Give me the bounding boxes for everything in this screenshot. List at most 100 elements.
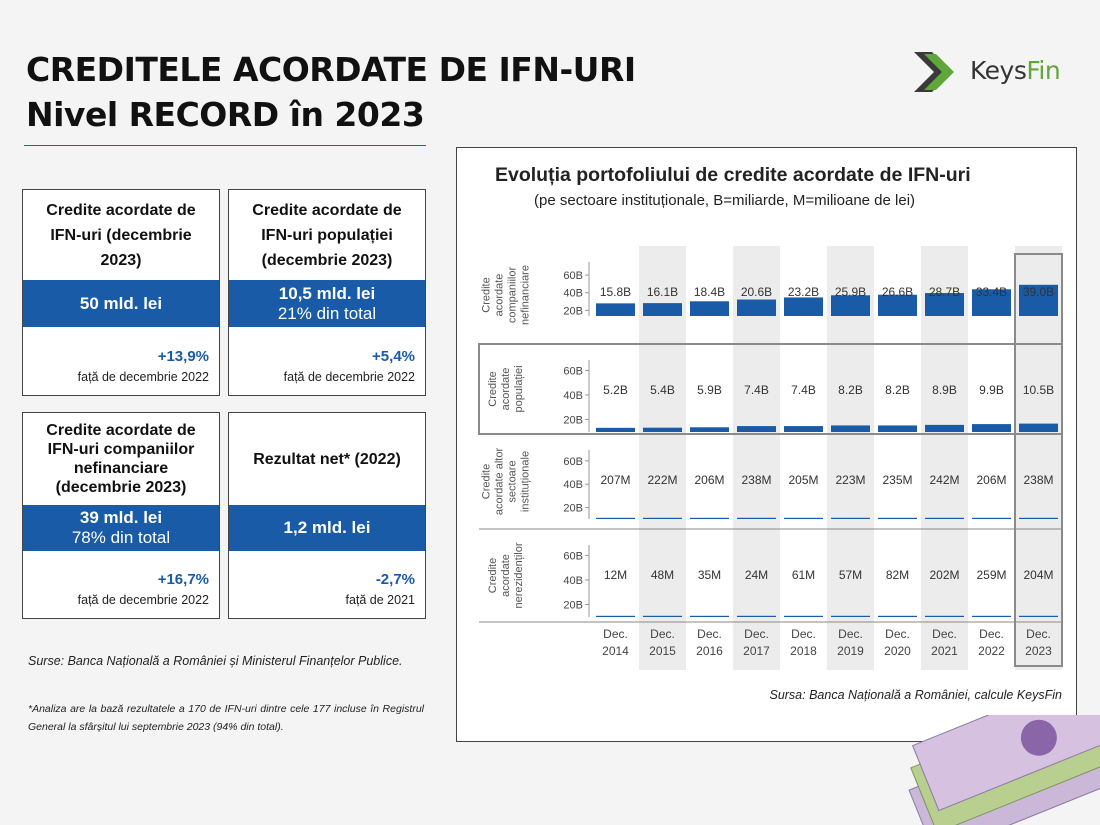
series-name-line: companiilor	[507, 267, 519, 324]
bar	[925, 293, 964, 316]
chart-panel: Evoluția portofoliului de credite acorda…	[456, 147, 1077, 742]
series-name-line: acordate	[500, 554, 512, 597]
bar	[737, 517, 776, 519]
column-shade	[827, 246, 874, 670]
data-label: 5.2B	[603, 383, 628, 397]
series-name-label: Crediteacordatenerezidenților	[487, 542, 525, 608]
y-tick-label: 20B	[563, 503, 583, 515]
series-name-line: Credite	[481, 277, 493, 312]
logo-keys: Keys	[970, 56, 1027, 85]
data-label: 235M	[882, 473, 912, 487]
y-tick-label: 60B	[563, 365, 583, 377]
card-compare: față de decembrie 2022	[77, 370, 209, 384]
bar	[925, 615, 964, 617]
data-label: 24M	[745, 568, 768, 582]
card-title: Rezultat net* (2022)	[253, 450, 401, 468]
y-tick-label: 20B	[563, 414, 583, 426]
data-label: 9.9B	[979, 383, 1004, 397]
card-share: 21% din total	[277, 303, 377, 323]
bar	[972, 424, 1011, 432]
bar	[596, 615, 635, 617]
series-name-line: instituționale	[520, 451, 532, 512]
bar	[596, 517, 635, 519]
column-shade	[639, 246, 686, 670]
x-tick-label-year: 2019	[837, 644, 864, 658]
bar	[878, 517, 917, 519]
x-tick-label-year: 2016	[696, 644, 723, 658]
series-name-line: populației	[513, 365, 525, 412]
y-tick-label: 40B	[563, 575, 583, 587]
bar	[1019, 284, 1058, 316]
series-name-line: acordate	[500, 368, 512, 411]
card-value: 1,2 mld. lei	[283, 518, 371, 537]
bar	[831, 517, 870, 519]
page-title: CREDITELE ACORDATE DE IFN-URI	[26, 50, 636, 89]
bar	[737, 299, 776, 316]
data-label: 16.1B	[647, 285, 678, 299]
card-change: +16,7%	[157, 571, 209, 588]
x-tick-label-month: Dec.	[603, 627, 628, 641]
page-subtitle: Nivel RECORD în 2023	[26, 95, 425, 134]
y-tick-label: 60B	[563, 456, 583, 468]
data-label: 8.2B	[885, 383, 910, 397]
series-name-label: Crediteacordatecompaniilornefinanciare	[481, 265, 532, 325]
bar	[784, 615, 823, 617]
series-name-line: sectoare	[507, 460, 519, 502]
sources-note: Surse: Banca Națională a României și Min…	[28, 654, 403, 668]
data-label: 5.9B	[697, 383, 722, 397]
data-label: 25.9B	[835, 285, 866, 299]
series-name-line: Credite	[487, 558, 499, 593]
card-title: Credite acordate de IFN-uri populației (…	[252, 201, 402, 269]
highlight-2023-column	[1014, 253, 1063, 667]
bar	[972, 289, 1011, 316]
card-share: 78% din total	[71, 528, 171, 547]
credit-portfolio-chart: 20B 40B 60B Crediteacordatecompaniilornefin…	[478, 246, 1063, 670]
chart-title: Evoluția portofoliului de credite acorda…	[495, 164, 971, 186]
bar	[690, 301, 729, 316]
data-label: 15.8B	[600, 285, 631, 299]
highlight-population-row	[478, 343, 1063, 435]
bar	[925, 424, 964, 432]
bar	[784, 426, 823, 432]
bar	[831, 295, 870, 316]
data-label: 26.6B	[882, 285, 913, 299]
card-change: -2,7%	[375, 571, 415, 588]
data-label: 18.4B	[694, 285, 725, 299]
data-label: 10.5B	[1023, 383, 1054, 397]
bar	[690, 427, 729, 432]
x-tick-label-year: 2020	[884, 644, 911, 658]
bar	[831, 425, 870, 432]
card-change: +13,9%	[157, 348, 209, 365]
stat-card-net-result: Rezultat net* (2022) 1,2 mld. lei -2,7% …	[228, 412, 426, 619]
x-tick-label-year: 2015	[649, 644, 676, 658]
x-tick-label-month: Dec.	[650, 627, 675, 641]
footnote: *Analiza are la bază rezultatele a 170 d…	[28, 703, 424, 733]
bar	[737, 426, 776, 432]
y-tick-label: 40B	[563, 479, 583, 491]
x-tick-label-month: Dec.	[979, 627, 1004, 641]
bar	[1019, 615, 1058, 617]
bar	[972, 615, 1011, 617]
series-name-label: Crediteacordatepopulației	[487, 365, 525, 412]
data-label: 238M	[741, 473, 771, 487]
data-label: 82M	[886, 568, 909, 582]
x-tick-label-month: Dec.	[885, 627, 910, 641]
x-tick-label-year: 2017	[743, 644, 770, 658]
x-tick-label-year: 2018	[790, 644, 817, 658]
column-shade	[921, 246, 968, 670]
x-tick-label-month: Dec.	[1026, 627, 1051, 641]
bar	[643, 303, 682, 316]
x-tick-label-month: Dec.	[697, 627, 722, 641]
bar	[1019, 423, 1058, 432]
bar	[596, 303, 635, 316]
bar	[643, 427, 682, 432]
bar	[972, 517, 1011, 519]
card-compare: față de decembrie 2022	[283, 370, 415, 384]
x-tick-label-year: 2023	[1025, 644, 1052, 658]
data-label: 12M	[604, 568, 627, 582]
card-value-band: 39 mld. lei 78% din total	[23, 505, 219, 551]
x-tick-label-month: Dec.	[791, 627, 816, 641]
bar	[643, 615, 682, 617]
y-tick-label: 20B	[563, 305, 583, 317]
series-name-line: nerezidenților	[513, 542, 525, 608]
